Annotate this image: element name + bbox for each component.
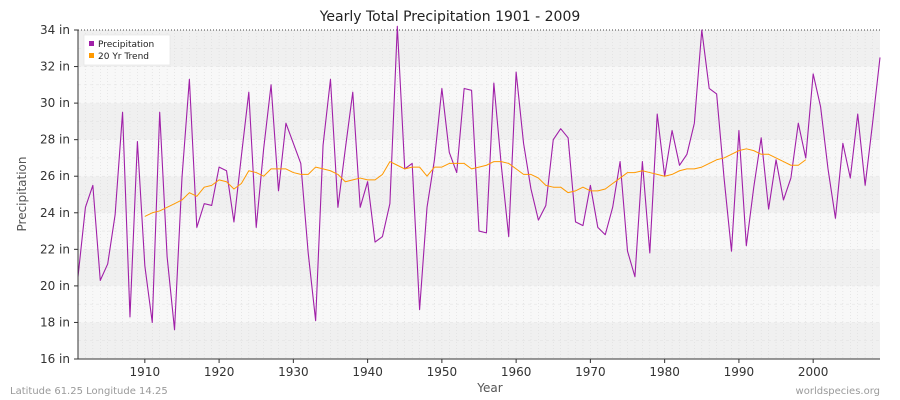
y-tick-label: 20 in (40, 279, 70, 293)
footer-source: worldspecies.org (796, 386, 880, 397)
y-tick-label: 28 in (40, 133, 70, 147)
y-tick-label: 24 in (40, 206, 70, 220)
x-tick-label: 1950 (427, 365, 458, 379)
x-tick-label: 1920 (204, 365, 235, 379)
y-tick-label: 18 in (40, 315, 70, 329)
y-tick-label: 22 in (40, 242, 70, 256)
x-tick-label: 2000 (798, 365, 829, 379)
x-tick-label: 1990 (724, 365, 755, 379)
y-tick-label: 26 in (40, 169, 70, 183)
series-layer (77, 25, 881, 331)
precipitation-line (77, 25, 881, 331)
footer-coordinates: Latitude 61.25 Longitude 14.25 (10, 386, 168, 397)
y-axis-label: Precipitation (15, 156, 29, 231)
tick-labels: 16 in 18 in 20 in 22 in 24 in 26 in 28 in 30 in… (40, 23, 828, 379)
legend-label-trend: 20 Yr Trend (98, 52, 149, 62)
x-tick-label: 1940 (352, 365, 383, 379)
legend-swatch-trend (89, 53, 94, 58)
x-tick-label: 1910 (130, 365, 161, 379)
y-tick-label: 32 in (40, 60, 70, 74)
trend-line (144, 148, 807, 217)
legend-box (83, 34, 171, 66)
x-tick-label: 1980 (649, 365, 680, 379)
x-tick-label: 1930 (278, 365, 309, 379)
x-tick-label: 1960 (501, 365, 532, 379)
y-tick-label: 16 in (40, 352, 70, 366)
chart-title: Yearly Total Precipitation 1901 - 2009 (319, 9, 581, 25)
y-tick-label: 30 in (40, 96, 70, 110)
y-tick-label: 34 in (40, 23, 70, 37)
legend-label-precipitation: Precipitation (98, 40, 154, 50)
x-tick-label: 1970 (575, 365, 606, 379)
legend: Precipitation 20 Yr Trend (83, 34, 171, 66)
x-axis-label: Year (476, 381, 502, 395)
grid-lines (78, 29, 880, 359)
axes (77, 30, 880, 360)
legend-swatch-precipitation (89, 41, 94, 46)
